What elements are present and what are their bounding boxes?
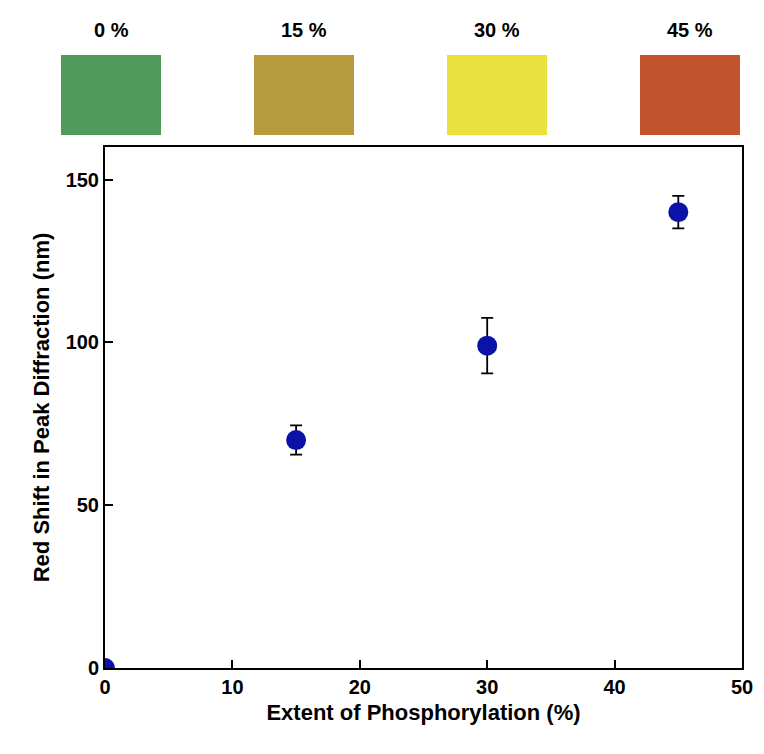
svg-text:40: 40 xyxy=(603,676,625,698)
svg-text:20: 20 xyxy=(349,676,371,698)
svg-text:30: 30 xyxy=(476,676,498,698)
svg-text:0 %: 0 % xyxy=(94,19,129,41)
svg-text:0: 0 xyxy=(99,676,110,698)
svg-text:30 %: 30 % xyxy=(474,19,520,41)
svg-text:150: 150 xyxy=(66,169,99,191)
svg-text:50: 50 xyxy=(77,494,99,516)
svg-text:Red Shift in Peak Diffraction: Red Shift in Peak Diffraction (nm) xyxy=(29,233,54,583)
svg-text:15 %: 15 % xyxy=(281,19,327,41)
svg-text:0: 0 xyxy=(88,657,99,679)
svg-text:Extent of Phosphorylation (%): Extent of Phosphorylation (%) xyxy=(266,700,580,725)
svg-text:50: 50 xyxy=(731,676,753,698)
svg-text:100: 100 xyxy=(66,331,99,353)
svg-text:10: 10 xyxy=(221,676,243,698)
svg-text:45 %: 45 % xyxy=(667,19,713,41)
